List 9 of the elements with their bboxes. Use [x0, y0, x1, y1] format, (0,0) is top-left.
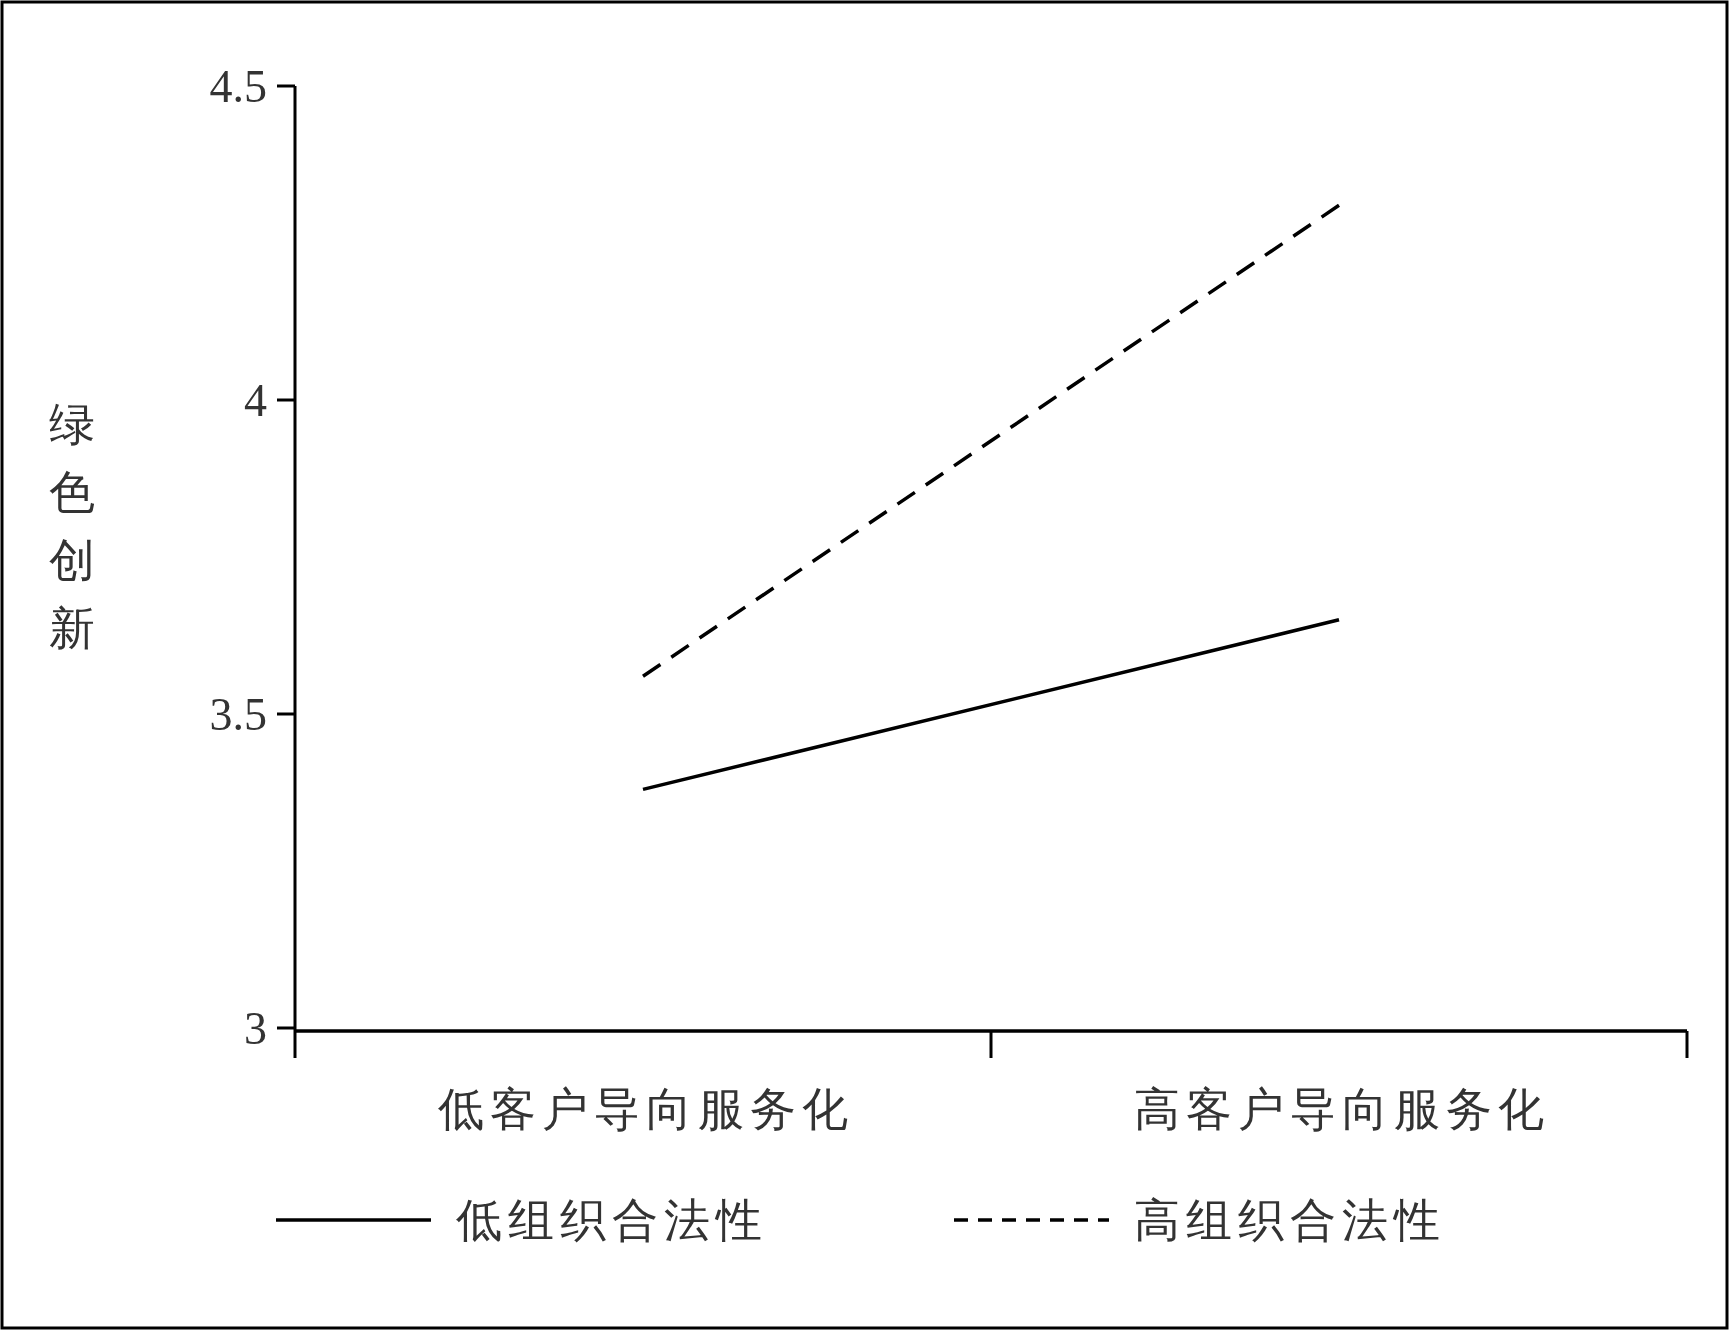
- x-tick-label: 高客户导向服务化: [1134, 1084, 1550, 1135]
- y-tick-label: 3.5: [209, 689, 267, 741]
- y-axis-title: 绿色创新: [49, 399, 95, 654]
- legend-label: 高组织合法性: [1134, 1195, 1446, 1247]
- y-tick-label: 3: [244, 1003, 267, 1055]
- y-tick-label: 4.5: [209, 61, 267, 113]
- x-tick-label: 低客户导向服务化: [438, 1084, 854, 1135]
- y-tick-label: 4: [244, 375, 267, 427]
- legend-label: 低组织合法性: [456, 1195, 768, 1247]
